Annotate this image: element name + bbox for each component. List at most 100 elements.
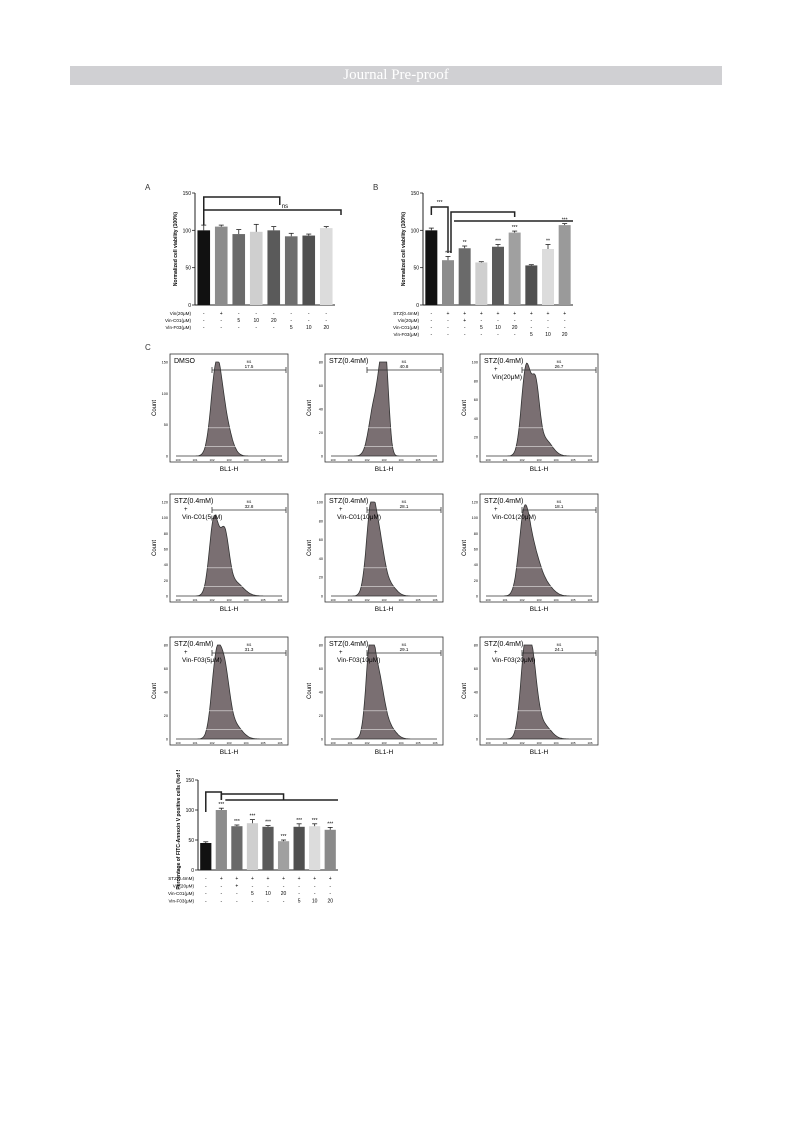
bar: [525, 265, 538, 305]
y-tick-label: 50: [188, 838, 194, 844]
gate-name: M1: [402, 360, 407, 364]
gate-name: M1: [557, 643, 562, 647]
x-tick-label: 105: [260, 598, 265, 602]
x-axis-label: BL1-H: [530, 749, 549, 756]
flow-histogram: Count 0 20 40 60 80 100 101 102 103 104 105 106 BL1-H…: [307, 353, 444, 473]
y-tick-label: 150: [186, 778, 195, 784]
bar: [302, 235, 316, 305]
x-tick-label: 100: [330, 458, 335, 462]
y-tick-label: 80: [319, 644, 323, 648]
histogram-title-treatment: Vin-F03(5μM): [182, 657, 222, 664]
condition-cell: +: [513, 311, 516, 317]
x-tick-label: 103: [226, 598, 231, 602]
condition-cell: -: [547, 318, 549, 324]
y-tick-label: 0: [476, 595, 478, 599]
histogram-title-treatment: Vin-F03(20μM): [492, 657, 535, 664]
gate-name: M1: [402, 500, 407, 504]
y-tick-label: 20: [474, 579, 478, 583]
bar: [200, 843, 212, 870]
x-axis-label: BL1-H: [220, 466, 239, 473]
condition-cell: 5: [237, 318, 240, 324]
x-tick-label: 106: [432, 598, 437, 602]
y-tick-label: 0: [166, 738, 168, 742]
y-tick-label: 40: [164, 691, 168, 695]
x-tick-label: 106: [432, 741, 437, 745]
condition-cell: -: [564, 318, 566, 324]
bar: [558, 225, 571, 305]
bar: [293, 826, 305, 870]
flow-histogram: Count 0 20 40 60 80 100 101 102 103 104 105 106 BL1-H…: [462, 636, 599, 756]
bar-chart-d: Percentage of FITC-Annexin V positive ce…: [168, 770, 338, 905]
condition-cell: -: [205, 899, 207, 905]
y-tick-label: 120: [162, 501, 168, 505]
condition-cell: -: [325, 311, 327, 317]
panel-label-a: A: [145, 183, 151, 192]
y-tick-label: 20: [319, 714, 323, 718]
bar: [425, 230, 438, 305]
condition-row-label: Vin-C01(μM): [168, 891, 195, 896]
histogram-area: [176, 644, 282, 740]
x-tick-label: 104: [243, 741, 248, 745]
y-axis-label: Count: [462, 400, 468, 416]
x-tick-label: 100: [330, 741, 335, 745]
x-tick-label: 104: [398, 741, 403, 745]
y-tick-label: 0: [321, 595, 323, 599]
y-tick-label: 60: [474, 548, 478, 552]
condition-cell: -: [236, 899, 238, 905]
condition-cell: 20: [323, 325, 329, 331]
y-tick-label: 0: [191, 868, 194, 874]
histogram-title-plus: +: [494, 650, 498, 656]
y-tick-label: 60: [474, 667, 478, 671]
x-tick-label: 103: [536, 458, 541, 462]
significance-stars: ***: [250, 814, 256, 820]
condition-cell: +: [313, 876, 316, 882]
condition-cell: 20: [327, 899, 333, 905]
condition-row-label: Vin-C01(μM): [165, 318, 192, 323]
y-tick-label: 80: [164, 644, 168, 648]
condition-cell: -: [203, 318, 205, 324]
condition-cell: -: [547, 325, 549, 331]
bar: [508, 232, 521, 305]
histogram-title-plus: +: [184, 650, 188, 656]
condition-cell: +: [480, 311, 483, 317]
y-axis-label: Count: [462, 683, 468, 699]
histogram-area: [486, 504, 592, 597]
condition-cell: -: [203, 311, 205, 317]
significance-stars: ***: [445, 250, 451, 256]
condition-row-label: STZ(0.4mM): [393, 311, 419, 316]
flow-histogram: Count 0 20 40 60 80 100 120 100 101 102 103 104 105 10…: [462, 493, 599, 613]
x-tick-label: 100: [485, 741, 490, 745]
bar: [232, 234, 246, 305]
x-tick-label: 101: [347, 598, 352, 602]
condition-cell: -: [203, 325, 205, 331]
y-tick-label: 100: [183, 228, 192, 234]
x-tick-label: 105: [570, 741, 575, 745]
condition-cell: -: [236, 891, 238, 897]
bar: [262, 826, 274, 870]
y-tick-label: 40: [164, 563, 168, 567]
x-tick-label: 105: [415, 458, 420, 462]
histogram-title-plus: +: [494, 367, 498, 373]
x-tick-label: 106: [277, 598, 282, 602]
condition-cell: -: [308, 311, 310, 317]
significance-stars: **: [463, 240, 467, 246]
condition-cell: -: [205, 876, 207, 882]
condition-cell: -: [238, 311, 240, 317]
y-tick-label: 100: [472, 516, 478, 520]
y-tick-label: 20: [164, 579, 168, 583]
condition-cell: 10: [253, 318, 259, 324]
flow-histogram: Count 0 50 100 150 100 101 102 103 104 105 106 BL1-H…: [152, 353, 289, 473]
comparison-bracket: [450, 211, 516, 253]
condition-cell: -: [273, 311, 275, 317]
gate-value: 17.5: [245, 364, 254, 369]
x-tick-label: 100: [330, 598, 335, 602]
condition-cell: -: [283, 884, 285, 890]
x-tick-label: 103: [226, 458, 231, 462]
significance-stars: ***: [296, 818, 302, 824]
histogram-title: STZ(0.4mM): [174, 641, 213, 648]
y-tick-label: 100: [411, 228, 420, 234]
condition-cell: -: [290, 318, 292, 324]
condition-cell: +: [563, 311, 566, 317]
x-tick-label: 102: [519, 741, 524, 745]
condition-cell: -: [514, 318, 516, 324]
